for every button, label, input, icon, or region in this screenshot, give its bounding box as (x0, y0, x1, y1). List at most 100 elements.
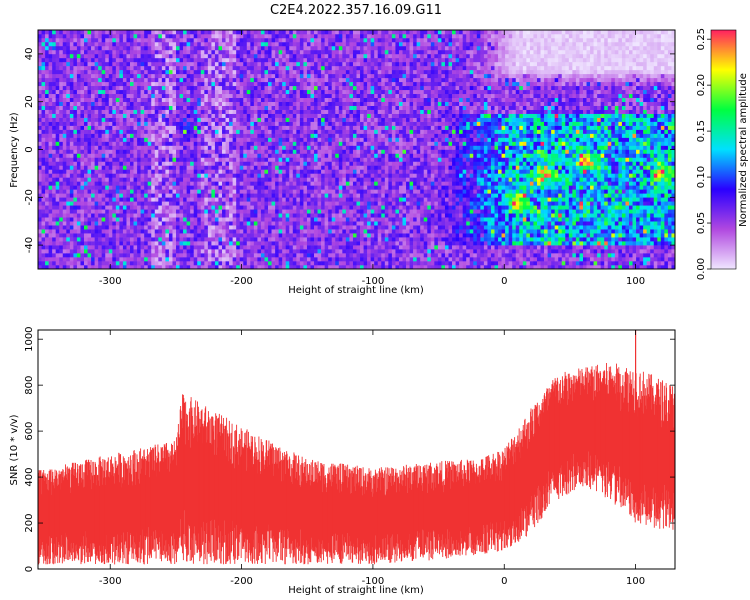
spectrogram-cell (264, 105, 269, 110)
spectrogram-cell (38, 225, 42, 230)
spectrogram-cell (214, 249, 219, 254)
spectrogram-cell (165, 149, 170, 154)
spectrogram-cell (232, 201, 237, 206)
spectrogram-cell (87, 181, 92, 186)
spectrogram-cell (140, 157, 145, 162)
spectrogram-cell (296, 233, 301, 238)
spectrogram-cell (69, 181, 74, 186)
spectrogram-cell (268, 197, 272, 202)
spectrogram-cell (179, 41, 184, 47)
spectrogram-cell (112, 113, 117, 118)
spectrogram-cell (317, 205, 322, 210)
spectrogram-cell (303, 53, 308, 59)
spectrogram-cell (243, 217, 248, 222)
spectrogram-cell (253, 30, 258, 35)
spectrogram-cell (232, 57, 237, 63)
spectrogram-cell (310, 217, 315, 222)
spectrogram-cell (225, 65, 230, 71)
spectrogram-cell (126, 249, 131, 254)
spectrogram-cell (140, 149, 145, 154)
spectrogram-cell (282, 141, 287, 146)
spectrogram-cell (246, 141, 251, 146)
spectrogram-cell (76, 229, 81, 234)
spectrogram-cell (306, 253, 311, 258)
spectrogram-cell (190, 205, 195, 210)
spectrogram-cell (80, 45, 85, 51)
spectrogram-cell (285, 177, 290, 182)
spectrogram-cell (264, 149, 269, 154)
spectrogram-cell (260, 229, 265, 234)
spectrogram-cell (183, 109, 187, 114)
spectrogram-cell (264, 77, 269, 83)
spectrogram-cell (154, 185, 159, 190)
spectrogram-cell (268, 65, 272, 71)
spectrogram-cell (282, 249, 287, 254)
spectrogram-cell (101, 189, 106, 194)
spectrogram-cell (147, 65, 152, 71)
spectrogram-cell (41, 137, 46, 142)
spectrogram-cell (257, 33, 262, 39)
spectrogram-cell (101, 137, 106, 142)
spectrogram-cell (48, 213, 53, 218)
spectrogram-cell (133, 89, 138, 95)
spectrogram-cell (250, 145, 255, 150)
spectrogram-cell (197, 245, 202, 250)
spectrogram-cell (165, 157, 170, 162)
spectrogram-cell (73, 225, 78, 230)
spectrogram-cell (236, 157, 241, 162)
spectrogram-cell (299, 129, 304, 134)
spectrogram-cell (165, 37, 170, 43)
spectrogram-cell (105, 209, 110, 214)
spectrogram-cell (278, 161, 283, 166)
spectrogram-cell (140, 105, 145, 110)
spectrogram-cell (168, 141, 173, 146)
spectrogram-cell (179, 81, 184, 87)
spectrogram-cell (303, 113, 308, 118)
spectrogram-cell (264, 237, 269, 242)
spectrogram-cell (246, 105, 251, 110)
spectrogram-cell (317, 161, 322, 166)
spectrogram-cell (91, 81, 95, 87)
spectrogram-cell (69, 261, 74, 266)
spectrogram-cell (119, 141, 124, 146)
spectrogram-cell (197, 181, 202, 186)
spectrogram-cell (76, 129, 81, 134)
spectrogram-cell (257, 213, 262, 218)
spectrogram-cell (183, 65, 187, 71)
spectrogram-cell (122, 65, 127, 71)
spectrogram-cell (204, 177, 209, 182)
spectrogram-cell (105, 41, 110, 47)
spectrogram-cell (214, 125, 219, 130)
spectrogram-cell (176, 49, 180, 55)
spectrogram-cell (243, 201, 248, 206)
spectrogram-cell (264, 213, 269, 218)
spectrogram-cell (278, 213, 283, 218)
spectrogram-cell (108, 201, 113, 206)
spectrogram-cell (303, 197, 308, 202)
spectrogram-cell (158, 229, 163, 234)
spectrogram-cell (289, 105, 294, 110)
spectrogram-cell (101, 61, 106, 67)
spectrogram-cell (62, 229, 67, 234)
spectrogram-cell (232, 157, 237, 162)
spectrogram-cell (112, 225, 117, 230)
spectrogram-cell (108, 93, 113, 99)
spectrogram-cell (207, 209, 212, 214)
spectrogram-cell (183, 141, 187, 146)
spectrogram-cell (126, 117, 131, 122)
spectrogram-cell (193, 45, 198, 51)
spectrogram-cell (229, 185, 233, 190)
spectrogram-cell (55, 205, 60, 210)
spectrogram-cell (264, 201, 269, 206)
spectrogram-cell (285, 137, 290, 142)
spectrogram-cell (246, 117, 251, 122)
spectrogram-cell (154, 253, 159, 258)
spectrogram-cell (306, 185, 311, 190)
spectrogram-cell (321, 249, 325, 254)
spectrogram-cell (292, 81, 297, 87)
spectrogram-cell (62, 261, 67, 266)
spectrogram-cell (317, 149, 322, 154)
spectrogram-cell (172, 41, 177, 47)
spectrogram-cell (310, 37, 315, 43)
spectrogram-cell (98, 45, 102, 51)
